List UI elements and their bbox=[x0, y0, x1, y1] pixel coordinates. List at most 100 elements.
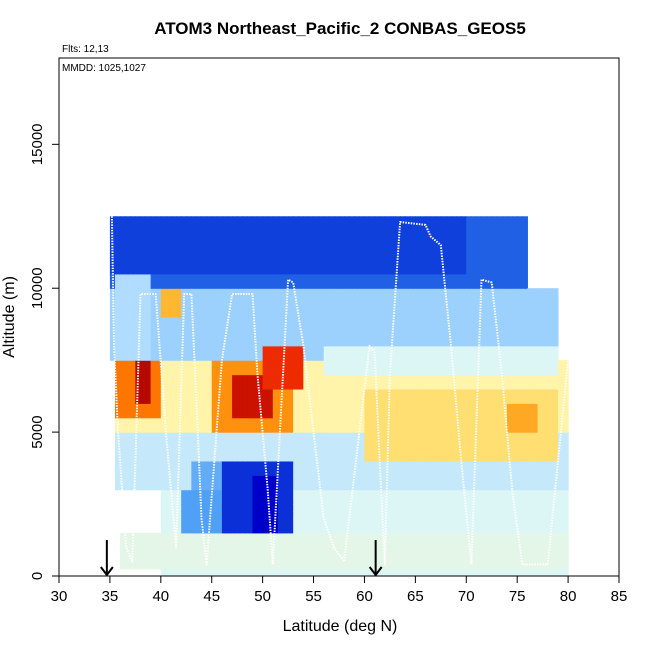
heatmap-cell bbox=[318, 281, 325, 289]
heatmap-cell bbox=[262, 403, 269, 412]
y-axis-label: Altitude (m) bbox=[1, 276, 18, 358]
heatmap-cell bbox=[283, 475, 289, 484]
heatmap-cell bbox=[216, 439, 223, 448]
heatmap-cell bbox=[313, 295, 320, 304]
heatmap-cell bbox=[425, 424, 432, 433]
heatmap-cell bbox=[349, 367, 355, 376]
heatmap-cell bbox=[496, 338, 503, 347]
heatmap-cell bbox=[349, 374, 355, 383]
heatmap-cell bbox=[298, 518, 304, 527]
heatmap-cell bbox=[252, 417, 259, 426]
heatmap-cell bbox=[430, 324, 437, 332]
heatmap-cell bbox=[384, 331, 391, 340]
heatmap-cell bbox=[425, 352, 432, 361]
heatmap-cell bbox=[354, 554, 360, 563]
heatmap-cell bbox=[435, 540, 442, 548]
heatmap-cell bbox=[435, 302, 442, 311]
heatmap-cell bbox=[191, 223, 198, 232]
heatmap-cell bbox=[415, 410, 422, 419]
heatmap-cell bbox=[176, 324, 182, 332]
heatmap-cell bbox=[471, 281, 478, 289]
heatmap-cell bbox=[344, 504, 350, 512]
heatmap-cell bbox=[349, 309, 355, 318]
heatmap-cell bbox=[354, 266, 360, 275]
heatmap-cell bbox=[120, 237, 126, 246]
heatmap-cell bbox=[379, 345, 386, 354]
heatmap-cell bbox=[563, 367, 569, 376]
heatmap-cell bbox=[552, 360, 559, 368]
heatmap-cell bbox=[155, 288, 162, 297]
heatmap-cell bbox=[165, 496, 172, 505]
heatmap-cell bbox=[176, 561, 182, 570]
heatmap-cell bbox=[160, 237, 167, 246]
heatmap-cell bbox=[171, 460, 177, 469]
heatmap-cell bbox=[435, 468, 442, 476]
heatmap-cell bbox=[354, 511, 360, 520]
heatmap-cell bbox=[323, 295, 330, 304]
heatmap-cell bbox=[552, 460, 559, 469]
heatmap-cell bbox=[395, 525, 401, 534]
heatmap-cell bbox=[191, 525, 198, 534]
heatmap-cell bbox=[237, 252, 243, 261]
heatmap-cell bbox=[364, 417, 371, 426]
heatmap-cell bbox=[267, 460, 274, 469]
heatmap-cell bbox=[288, 338, 294, 347]
heatmap-cell bbox=[211, 540, 218, 548]
heatmap-cell bbox=[400, 338, 406, 347]
heatmap-cell bbox=[542, 360, 549, 368]
heatmap-cell bbox=[501, 281, 508, 289]
heatmap-cell bbox=[135, 273, 142, 282]
heatmap-cell bbox=[288, 496, 294, 505]
heatmap-cell bbox=[262, 446, 269, 455]
heatmap-cell bbox=[374, 482, 381, 491]
heatmap-cell bbox=[405, 554, 411, 563]
heatmap-cell bbox=[517, 309, 523, 318]
heatmap-cell bbox=[430, 511, 437, 520]
heatmap-cell bbox=[328, 295, 335, 304]
heatmap-cell bbox=[221, 396, 228, 404]
heatmap-cell bbox=[542, 288, 549, 297]
heatmap-cell bbox=[328, 259, 335, 268]
heatmap-cell bbox=[125, 417, 131, 426]
heatmap-cell bbox=[140, 295, 147, 304]
heatmap-cell bbox=[389, 460, 396, 469]
heatmap-cell bbox=[115, 396, 121, 404]
heatmap-cell bbox=[405, 266, 411, 275]
heatmap-cell bbox=[481, 482, 488, 491]
heatmap-cell bbox=[364, 568, 371, 577]
heatmap-cell bbox=[435, 561, 442, 570]
heatmap-cell bbox=[481, 345, 488, 354]
heatmap-cell bbox=[501, 381, 508, 390]
heatmap-cell bbox=[440, 460, 447, 469]
heatmap-cell bbox=[257, 360, 264, 368]
heatmap-cell bbox=[496, 281, 503, 289]
heatmap-cell bbox=[420, 374, 427, 383]
heatmap-cell bbox=[267, 453, 274, 462]
heatmap-cell bbox=[425, 259, 432, 268]
heatmap-cell bbox=[552, 338, 559, 347]
heatmap-cell bbox=[517, 446, 523, 455]
heatmap-cell bbox=[186, 504, 192, 512]
heatmap-cell bbox=[165, 532, 172, 541]
heatmap-cell bbox=[430, 367, 437, 376]
heatmap-cell bbox=[512, 309, 518, 318]
heatmap-cell bbox=[303, 345, 310, 354]
heatmap-cell bbox=[242, 460, 248, 469]
heatmap-cell bbox=[272, 237, 279, 246]
heatmap-cell bbox=[120, 338, 126, 347]
heatmap-cell bbox=[405, 460, 411, 469]
heatmap-cell bbox=[456, 266, 462, 275]
heatmap-cell bbox=[237, 317, 243, 325]
heatmap-cell bbox=[288, 216, 294, 225]
heatmap-cell bbox=[384, 518, 391, 527]
heatmap-cell bbox=[303, 432, 310, 440]
heatmap-cell bbox=[125, 468, 131, 476]
heatmap-cell bbox=[400, 223, 406, 232]
heatmap-cell bbox=[176, 288, 182, 297]
heatmap-cell bbox=[115, 360, 121, 368]
heatmap-cell bbox=[262, 345, 269, 354]
heatmap-cell bbox=[507, 381, 513, 390]
heatmap-cell bbox=[349, 273, 355, 282]
heatmap-cell bbox=[196, 468, 203, 476]
heatmap-cell bbox=[389, 446, 396, 455]
